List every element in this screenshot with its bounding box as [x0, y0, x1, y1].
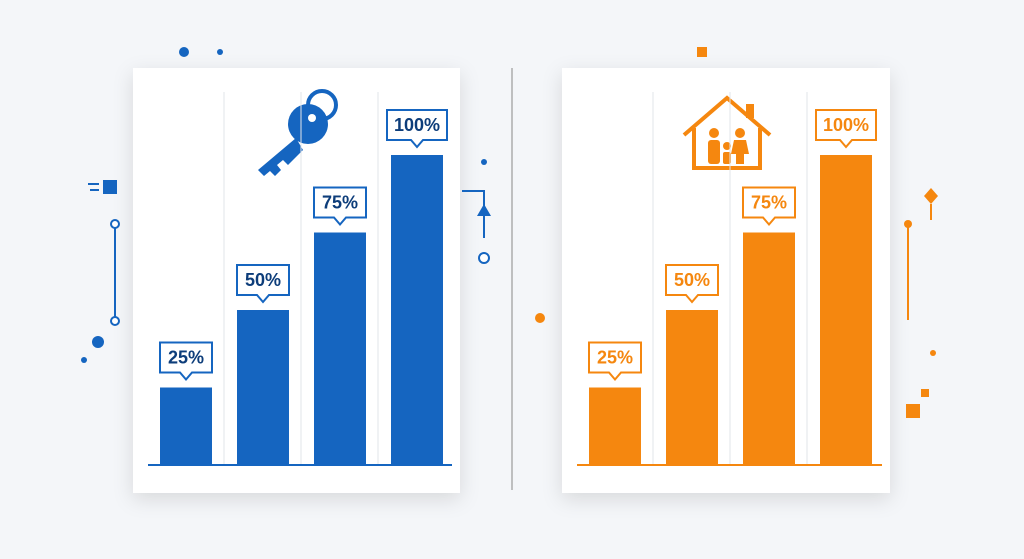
house-icon	[682, 95, 772, 170]
bar	[666, 310, 718, 465]
label-box	[665, 264, 719, 304]
label-box	[236, 264, 290, 304]
label-box	[742, 186, 796, 227]
bar	[160, 387, 212, 465]
value-label: 100%	[394, 115, 440, 135]
key-icon	[258, 89, 338, 176]
label-box	[159, 341, 213, 382]
value-label: 100%	[823, 115, 869, 135]
label-box	[588, 341, 642, 382]
label-box	[386, 109, 448, 149]
bar	[391, 155, 443, 465]
value-label: 25%	[597, 347, 633, 367]
bar	[589, 387, 641, 465]
bar	[820, 155, 872, 465]
value-label: 50%	[245, 270, 281, 290]
value-label: 50%	[674, 270, 710, 290]
label-box	[815, 109, 877, 149]
bar	[314, 232, 366, 465]
label-box	[313, 186, 367, 227]
value-label: 75%	[322, 192, 358, 212]
bar	[743, 232, 795, 465]
bar	[237, 310, 289, 465]
decoration	[81, 47, 938, 418]
value-label: 75%	[751, 192, 787, 212]
value-label: 25%	[168, 347, 204, 367]
